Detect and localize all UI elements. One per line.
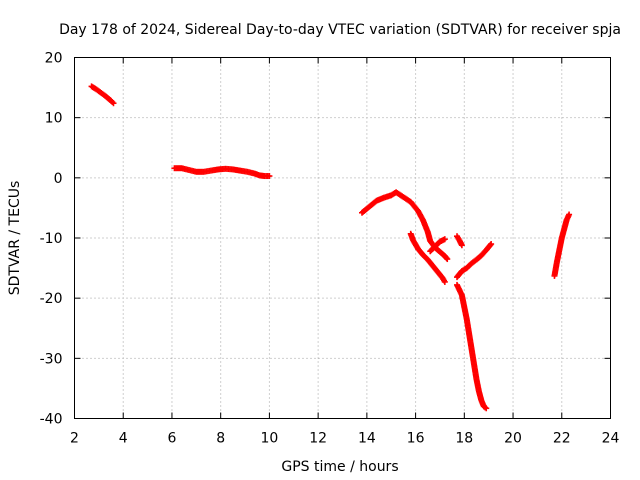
y-tick-label: -40 — [40, 412, 63, 428]
x-tick-label: 6 — [167, 431, 176, 447]
x-tick-label: 20 — [504, 431, 522, 447]
series-arc7 — [454, 241, 495, 281]
x-tick-label: 2 — [70, 431, 79, 447]
series-arc2 — [171, 165, 273, 180]
x-tick-label: 24 — [602, 431, 620, 447]
series-arc8 — [454, 281, 490, 412]
series-arc1 — [88, 83, 117, 107]
x-tick-label: 4 — [119, 431, 128, 447]
x-tick-label: 22 — [553, 431, 571, 447]
x-tick-label: 14 — [358, 431, 376, 447]
x-axis: 2 4 6 8 10 12 14 16 18 20 22 24 — [70, 57, 620, 447]
data-series — [88, 83, 573, 412]
grid — [74, 57, 611, 419]
chart-title: Day 178 of 2024, Sidereal Day-to-day VTE… — [59, 22, 621, 38]
y-tick-label: -30 — [40, 351, 63, 367]
series-arc3 — [358, 189, 451, 263]
series-arc9 — [551, 211, 573, 279]
x-tick-label: 12 — [309, 431, 327, 447]
series-arc5 — [427, 236, 448, 255]
y-tick-label: 20 — [45, 51, 63, 67]
series-arc6 — [454, 233, 465, 249]
y-tick-label: 10 — [45, 111, 63, 127]
x-tick-label: 16 — [407, 431, 425, 447]
y-axis-label: SDTVAR / TECUs — [7, 181, 23, 296]
y-axis: -40 -30 -20 -10 0 10 20 — [40, 51, 611, 428]
x-tick-label: 10 — [260, 431, 278, 447]
x-tick-label: 18 — [455, 431, 473, 447]
y-tick-label: 0 — [54, 171, 63, 187]
series-arc4 — [407, 230, 448, 285]
y-tick-label: -10 — [40, 231, 63, 247]
x-tick-label: 8 — [216, 431, 225, 447]
x-axis-label: GPS time / hours — [281, 459, 398, 475]
y-tick-label: -20 — [40, 291, 63, 307]
